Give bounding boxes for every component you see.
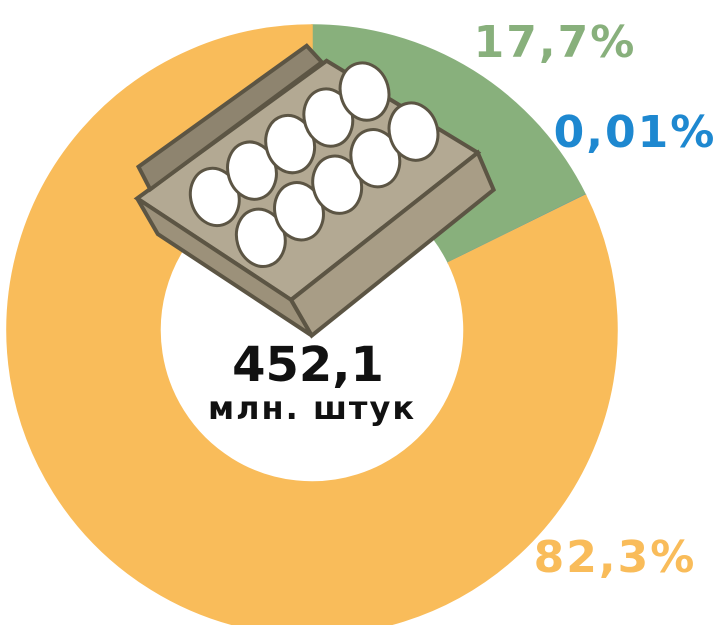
value-label: 17,7% (474, 17, 637, 68)
value-label: 0,01% (554, 107, 717, 158)
chart: 452,1 млн. штук 17,7% 0,01% 82,3% (0, 0, 720, 625)
center-value: 452,1 (232, 337, 384, 393)
value-label: 82,3% (534, 532, 697, 583)
center-unit: млн. штук (208, 389, 416, 427)
